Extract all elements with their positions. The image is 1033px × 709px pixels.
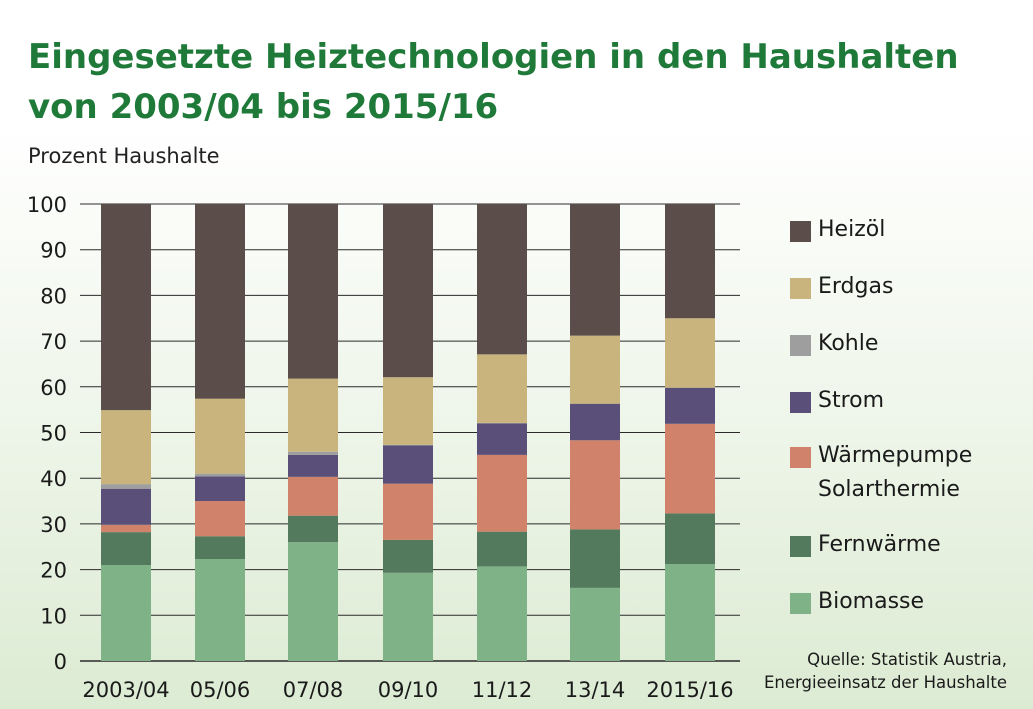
legend-label: Solarthermie [818, 477, 960, 502]
bar-segment [195, 204, 245, 399]
bar-segment [288, 542, 338, 661]
bar-segment [101, 488, 151, 525]
legend-swatch [790, 536, 811, 557]
legend-swatch [790, 392, 811, 413]
bar-segment [665, 387, 715, 424]
bar-segment [101, 484, 151, 489]
bar-segment [570, 587, 620, 661]
y-tick-label: 90 [40, 239, 67, 263]
source-line-2: Energieeinsatz der Haushalte [763, 673, 1007, 692]
bar-segment [477, 204, 527, 355]
bar-segment [570, 440, 620, 530]
y-tick-label: 100 [27, 193, 67, 217]
bar-segment [665, 423, 715, 514]
bar-segment [477, 454, 527, 532]
legend: Heizöl Erdgas Kohle Strom Wärmepumpe Solarthe… [790, 0, 1030, 709]
legend-swatch [790, 447, 811, 468]
x-tick-label: 09/10 [378, 678, 439, 702]
source-note: Quelle: Statistik Austria, Energieeinsat… [764, 648, 1007, 694]
y-axis-label: Prozent Haushalte [28, 144, 220, 168]
x-tick-label: 2003/04 [82, 678, 169, 702]
source-line-1: Quelle: Statistik Austria, [807, 650, 1007, 669]
bar-segment [288, 476, 338, 516]
y-tick-label: 30 [40, 513, 67, 537]
bar-segment [195, 501, 245, 537]
legend-swatch [790, 335, 811, 356]
bar-segment [477, 354, 527, 423]
x-tick-label: 05/06 [190, 678, 251, 702]
bar-segment [195, 536, 245, 560]
y-tick-label: 0 [54, 650, 67, 674]
y-tick-label: 70 [40, 330, 67, 354]
bar-segment [570, 403, 620, 441]
y-tick-label: 10 [40, 604, 67, 628]
bar-segment [477, 531, 527, 567]
bar-segment [288, 451, 338, 455]
legend-label: Strom [818, 388, 885, 413]
y-tick-label: 40 [40, 467, 67, 491]
bar-segment [477, 566, 527, 661]
y-tick-label: 60 [40, 376, 67, 400]
x-tick-label: 2015/16 [646, 678, 733, 702]
bar-segment [195, 559, 245, 661]
y-tick-label: 20 [40, 559, 67, 583]
bar-segment [195, 476, 245, 502]
bar-segment [288, 378, 338, 452]
legend-swatch [790, 593, 811, 614]
legend-label: Wärmepumpe [818, 443, 973, 468]
legend-label: Fernwärme [818, 532, 941, 557]
x-tick-label: 13/14 [565, 678, 626, 702]
legend-label: Biomasse [818, 589, 925, 614]
bar-segment [383, 483, 433, 540]
bar-segment [288, 515, 338, 543]
bar-segment [195, 473, 245, 477]
bar-segment [101, 204, 151, 411]
x-tick-label: 07/08 [283, 678, 344, 702]
bar-segment [101, 410, 151, 485]
bar-segment [383, 572, 433, 661]
bar-segment [570, 529, 620, 588]
bar-segment [570, 335, 620, 404]
bar-segment [195, 398, 245, 474]
bar-segment [383, 445, 433, 484]
x-tick-label: 11/12 [472, 678, 533, 702]
legend-swatch [790, 278, 811, 299]
chart-title-line-2: von 2003/04 bis 2015/16 [28, 87, 499, 127]
chart-title-line-1: Eingesetzte Heiztechnologien in den Haus… [28, 37, 959, 77]
bar-segment [288, 204, 338, 379]
bar-segment [665, 318, 715, 388]
bar-segment [383, 377, 433, 445]
bar-segment [477, 423, 527, 455]
y-tick-label: 80 [40, 284, 67, 308]
bar-segment [383, 539, 433, 573]
bar-segment [288, 454, 338, 477]
bar-segment [570, 204, 620, 336]
bar-segment [383, 204, 433, 378]
bar-segment [665, 204, 715, 319]
bar-segment [665, 513, 715, 565]
bar-segment [665, 564, 715, 661]
chart-title: Eingesetzte Heiztechnologien in den Haus… [28, 32, 1008, 132]
legend-swatch [790, 221, 811, 242]
y-tick-label: 50 [40, 422, 67, 446]
legend-label: Heizöl [818, 217, 886, 242]
stacked-bar-chart: 0 10 20 30 40 50 60 70 80 90 100 2003/04 05/06 07/08 0… [27, 193, 740, 702]
bar-segment [101, 524, 151, 533]
legend-label: Erdgas [818, 274, 894, 299]
bar-segment [101, 565, 151, 661]
bar-segment [101, 532, 151, 566]
legend-label: Kohle [818, 331, 879, 356]
